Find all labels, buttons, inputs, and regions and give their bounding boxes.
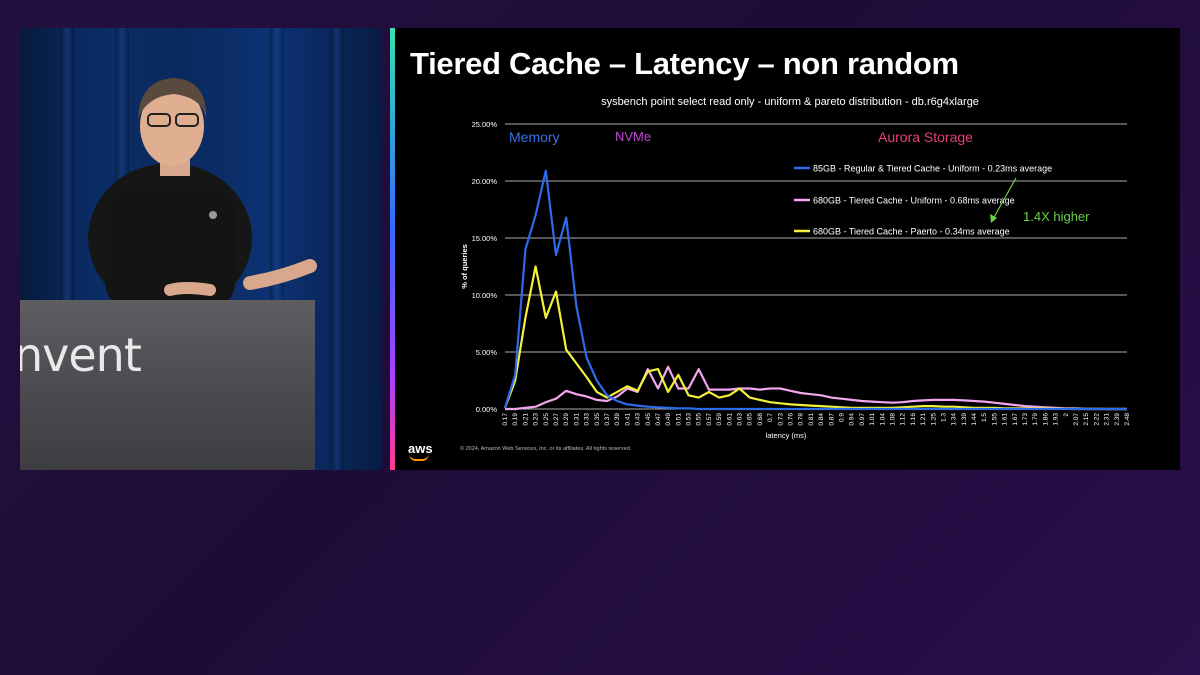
series-line-0 [503,169,1127,411]
x-tick-label: 2.31 [1104,413,1111,426]
y-tick-label: 10.00% [472,291,498,300]
x-tick-label: 0.68 [757,413,764,426]
annotation-nvme: NVMe [615,129,651,144]
chart-title: sysbench point select read only - unifor… [601,96,979,108]
x-tick-label: 0.23 [533,413,540,426]
x-tick-label: 1.79 [1032,413,1039,426]
x-tick-label: 0.76 [788,413,795,426]
legend-label-0: 85GB - Regular & Tiered Cache - Uniform … [813,164,1052,174]
x-tick-label: 1.04 [879,413,886,426]
x-tick-label: 0.17 [502,413,509,426]
annotation-memory: Memory [509,129,560,145]
x-tick-label: 1.01 [869,413,876,426]
x-tick-label: 1.44 [971,413,978,426]
x-tick-label: 0.78 [798,413,805,426]
x-tick-label: 0.55 [696,413,703,426]
annotation-arrow-head [990,214,997,223]
x-tick-label: 1.93 [1053,413,1060,426]
speaker-figure [88,78,317,313]
x-tick-label: 0.73 [777,413,784,426]
latency-chart: sysbench point select read only - unifor… [460,96,1131,440]
x-tick-label: 0.45 [645,413,652,426]
x-tick-label: 1.21 [920,413,927,426]
series-line-2 [503,265,1127,411]
x-tick-label: 1.39 [961,413,968,426]
x-tick-label: 1.12 [900,413,907,426]
x-tick-label: 1.55 [991,413,998,426]
legend-label-2: 680GB - Tiered Cache - Paerto - 0.34ms a… [813,227,1010,237]
x-tick-label: 0.63 [737,413,744,426]
x-tick-label: 0.7 [767,413,774,422]
x-tick-label: 1.86 [1042,413,1049,426]
x-tick-label: 0.19 [512,413,519,426]
podium-logo-text: nvent [20,328,142,382]
podium: nvent [20,300,315,470]
aws-smile-icon [409,454,429,461]
x-tick-label: 0.37 [604,413,611,426]
annotation-aurora-storage: Aurora Storage [878,129,973,145]
x-tick-label: 0.33 [584,413,591,426]
x-tick-label: 0.41 [624,413,631,426]
x-tick-label: 0.35 [594,413,601,426]
x-tick-label: 0.53 [686,413,693,426]
y-tick-label: 20.00% [472,177,498,186]
y-tick-label: 15.00% [472,234,498,243]
y-tick-label: 25.00% [472,120,498,129]
x-tick-label: 1.61 [1002,413,1009,426]
x-tick-label: 0.65 [747,413,754,426]
x-tick-label: 1.08 [889,413,896,426]
x-tick-label: 0.84 [818,413,825,426]
presentation-slide: Tiered Cache – Latency – non random sysb… [390,28,1180,470]
x-tick-label: 2.15 [1083,413,1090,426]
x-tick-label: 1.5 [981,413,988,422]
x-tick-label: 0.94 [849,413,856,426]
x-tick-label: 0.21 [522,413,529,426]
x-tick-label: 2.07 [1073,413,1080,426]
annotation-1-4x-higher: 1.4X higher [1023,209,1090,224]
x-tick-label: 1.16 [910,413,917,426]
x-tick-label: 0.39 [614,413,621,426]
x-tick-label: 0.81 [808,413,815,426]
x-tick-label: 1.34 [951,413,958,426]
x-tick-label: 0.29 [563,413,570,426]
speaker-video: nvent [20,28,382,470]
copyright-text: © 2024, Amazon Web Services, Inc. or its… [460,446,632,452]
series-line-1 [505,365,1127,411]
aws-logo: aws [408,441,433,456]
slide-title: Tiered Cache – Latency – non random [410,46,959,81]
x-tick-label: 1.67 [1012,413,1019,426]
x-tick-label: 0.47 [655,413,662,426]
x-tick-label: 0.97 [859,413,866,426]
x-tick-label: 0.57 [706,413,713,426]
annotation-arrow-line [992,177,1017,220]
y-axis-label: % of queries [460,244,469,289]
x-tick-label: 0.51 [675,413,682,426]
x-tick-label: 0.25 [543,413,550,426]
x-tick-label: 1.73 [1022,413,1029,426]
x-tick-label: 0.49 [665,413,672,426]
x-tick-label: 1.3 [940,413,947,422]
x-tick-label: 0.9 [838,413,845,422]
x-tick-label: 2 [1063,413,1070,417]
y-tick-label: 5.00% [476,348,498,357]
x-tick-label: 0.43 [635,413,642,426]
x-tick-label: 2.48 [1124,413,1131,426]
x-tick-label: 0.31 [573,413,580,426]
x-tick-label: 0.59 [716,413,723,426]
x-tick-label: 2.39 [1114,413,1121,426]
legend-label-1: 680GB - Tiered Cache - Uniform - 0.68ms … [813,196,1015,206]
x-tick-label: 1.25 [930,413,937,426]
slide-accent-bar [390,28,395,470]
x-tick-label: 0.27 [553,413,560,426]
x-tick-label: 0.61 [726,413,733,426]
x-tick-label: 0.87 [828,413,835,426]
x-axis-label: latency (ms) [766,431,807,440]
x-tick-label: 2.22 [1093,413,1100,426]
y-tick-label: 0.00% [476,405,498,414]
